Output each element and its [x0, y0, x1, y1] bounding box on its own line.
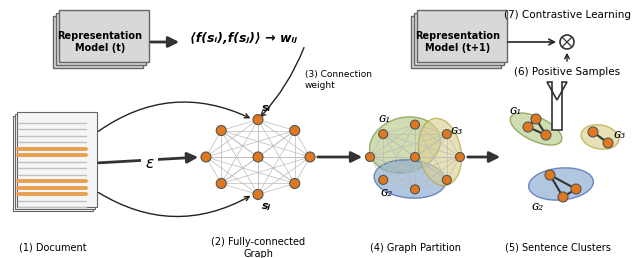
FancyBboxPatch shape [414, 13, 504, 65]
Circle shape [531, 114, 541, 124]
Circle shape [442, 130, 451, 139]
FancyBboxPatch shape [56, 13, 146, 65]
Circle shape [410, 120, 419, 129]
Text: (7) Contrastive Learning: (7) Contrastive Learning [504, 10, 630, 20]
Circle shape [410, 185, 419, 194]
Text: (4) Graph Partition: (4) Graph Partition [369, 243, 461, 253]
Polygon shape [547, 82, 567, 130]
FancyBboxPatch shape [417, 10, 507, 62]
Text: ɢ₃: ɢ₃ [451, 125, 463, 138]
FancyBboxPatch shape [17, 111, 97, 206]
Circle shape [201, 152, 211, 162]
FancyBboxPatch shape [15, 114, 95, 208]
Circle shape [379, 130, 388, 139]
Text: Representation
Model (t): Representation Model (t) [58, 31, 143, 53]
Text: ɢ₁: ɢ₁ [510, 104, 522, 117]
Circle shape [571, 184, 581, 194]
Text: sⱼ: sⱼ [262, 201, 271, 212]
Circle shape [410, 152, 419, 162]
Text: (6) Positive Samples: (6) Positive Samples [514, 67, 620, 77]
Text: Representation
Model (t+1): Representation Model (t+1) [415, 31, 500, 53]
Text: ⟨f(sᵢ),f(sⱼ)⟩ → wᵢⱼ: ⟨f(sᵢ),f(sⱼ)⟩ → wᵢⱼ [190, 31, 297, 44]
Circle shape [253, 115, 263, 125]
Text: ɢ₂: ɢ₂ [532, 200, 544, 214]
Circle shape [305, 152, 315, 162]
Circle shape [290, 126, 300, 135]
Text: ɢ₂: ɢ₂ [381, 187, 393, 199]
Circle shape [603, 138, 613, 148]
Circle shape [541, 130, 551, 140]
Text: sᵢ: sᵢ [262, 103, 271, 112]
Circle shape [253, 152, 263, 162]
FancyBboxPatch shape [59, 10, 149, 62]
Circle shape [558, 192, 568, 202]
Ellipse shape [419, 118, 461, 186]
Ellipse shape [510, 113, 562, 145]
Text: ɢ₁: ɢ₁ [379, 112, 391, 125]
Ellipse shape [529, 168, 593, 200]
Text: ɢ₃: ɢ₃ [614, 128, 626, 141]
Circle shape [365, 152, 374, 162]
Circle shape [588, 127, 598, 137]
Text: (5) Sentence Clusters: (5) Sentence Clusters [505, 243, 611, 253]
Ellipse shape [374, 160, 446, 198]
Circle shape [560, 35, 574, 49]
Circle shape [442, 175, 451, 184]
Circle shape [216, 126, 226, 135]
Circle shape [290, 179, 300, 189]
Circle shape [253, 189, 263, 199]
Ellipse shape [581, 125, 619, 149]
Text: ε: ε [145, 156, 154, 171]
FancyBboxPatch shape [53, 16, 143, 68]
Circle shape [216, 179, 226, 189]
Ellipse shape [369, 117, 440, 173]
Text: (2) Fully-connected
Graph: (2) Fully-connected Graph [211, 237, 305, 258]
Text: (3) Connection
weight: (3) Connection weight [305, 70, 372, 90]
Circle shape [379, 175, 388, 184]
Text: (1) Document: (1) Document [19, 243, 87, 253]
FancyBboxPatch shape [13, 116, 93, 211]
Circle shape [523, 122, 533, 132]
Circle shape [545, 170, 555, 180]
FancyBboxPatch shape [411, 16, 501, 68]
Circle shape [456, 152, 465, 162]
